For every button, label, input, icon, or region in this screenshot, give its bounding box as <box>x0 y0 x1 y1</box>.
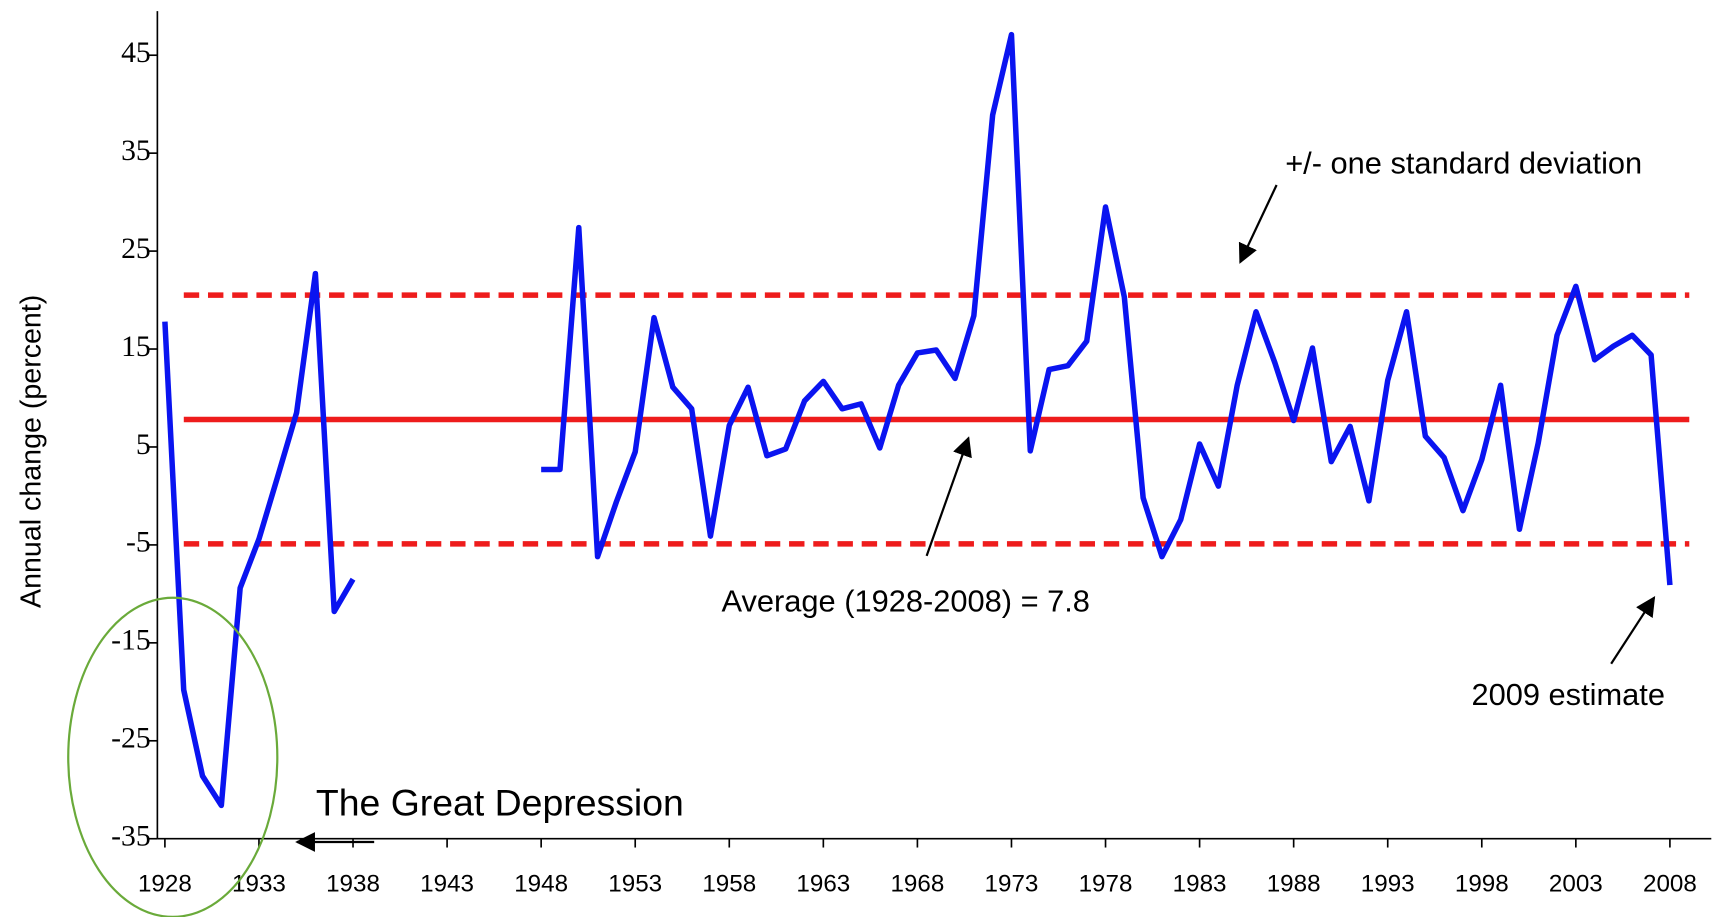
y-axis-label: Annual change (percent) <box>16 295 48 608</box>
highlight-ellipse <box>67 596 279 917</box>
x-tick-label: 1948 <box>514 870 568 897</box>
x-tick-label: 1928 <box>138 870 192 897</box>
annotation: Average (1928-2008) = 7.8 <box>722 583 1090 618</box>
x-tick-label: 1938 <box>326 870 380 897</box>
x-tick-label: 1968 <box>890 870 944 897</box>
x-tick-label: 1953 <box>608 870 662 897</box>
annotation: 2009 estimate <box>1471 677 1664 712</box>
x-tick-label: 1973 <box>985 870 1039 897</box>
x-tick-label: 2008 <box>1643 870 1697 897</box>
x-tick-label: 1978 <box>1079 870 1133 897</box>
y-tick-label: 35 <box>121 135 151 167</box>
x-tick-label: 1958 <box>702 870 756 897</box>
x-tick-label: 1933 <box>232 870 286 897</box>
y-tick-label: 5 <box>136 429 151 461</box>
x-tick-label: 1998 <box>1455 870 1509 897</box>
annotation: +/- one standard deviation <box>1285 145 1642 180</box>
x-tick-label: 1983 <box>1173 870 1227 897</box>
x-tick-label: 1943 <box>420 870 474 897</box>
y-tick-label: 45 <box>121 37 151 69</box>
y-tick-label: -35 <box>111 821 151 853</box>
data-line <box>162 31 1673 809</box>
y-tick-label: 25 <box>121 233 151 265</box>
y-tick-label: 15 <box>121 331 151 363</box>
annotation-arrow <box>925 436 972 557</box>
x-tick-label: 2003 <box>1549 870 1603 897</box>
annotation: The Great Depression <box>316 782 684 824</box>
y-tick-label: -5 <box>126 527 151 559</box>
x-tick-label: 1963 <box>796 870 850 897</box>
annotation-arrow <box>1238 184 1278 264</box>
y-tick-label: -15 <box>111 625 151 657</box>
x-tick-label: 1988 <box>1267 870 1321 897</box>
x-tick-label: 1993 <box>1361 870 1415 897</box>
y-tick-label: -25 <box>111 723 151 755</box>
plot-area: -35 -25 -15 -5 5 15 25 35 45 1928 1933 1938 1943 1948… <box>111 11 1712 897</box>
annotation-arrow <box>1610 596 1656 665</box>
